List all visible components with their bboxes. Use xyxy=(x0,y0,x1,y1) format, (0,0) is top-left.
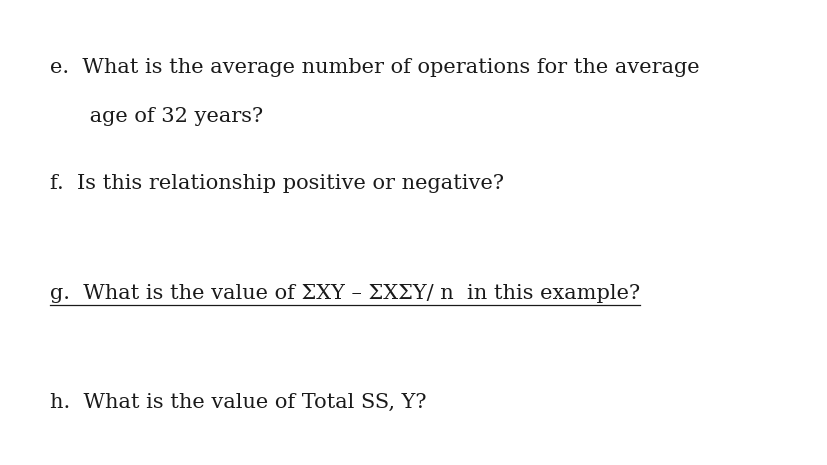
Text: h.  What is the value of Total SS, Y?: h. What is the value of Total SS, Y? xyxy=(50,393,426,412)
Text: age of 32 years?: age of 32 years? xyxy=(50,107,262,126)
Text: f.  Is this relationship positive or negative?: f. Is this relationship positive or nega… xyxy=(50,174,503,193)
Text: g.  What is the value of ΣXY – ΣXΣY/ n  in this example?: g. What is the value of ΣXY – ΣXΣY/ n in… xyxy=(50,284,639,303)
Text: e.  What is the average number of operations for the average: e. What is the average number of operati… xyxy=(50,58,699,77)
